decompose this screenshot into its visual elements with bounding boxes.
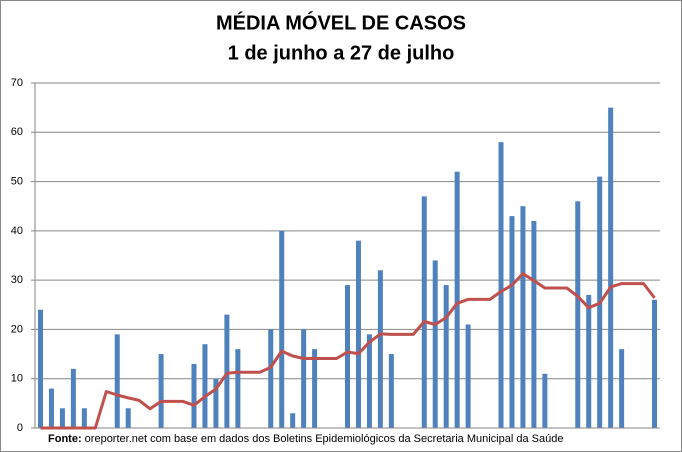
y-tick-label: 50 xyxy=(11,175,23,187)
y-tick-label: 30 xyxy=(11,274,23,286)
bar xyxy=(158,354,164,428)
bar xyxy=(575,201,581,428)
bar xyxy=(70,368,76,428)
y-tick-label: 20 xyxy=(11,323,23,335)
bar xyxy=(191,363,197,428)
bar xyxy=(125,408,131,428)
bar xyxy=(432,260,438,428)
bar xyxy=(279,230,285,428)
source: oreporter.net com base em dados dos Bole… xyxy=(85,433,564,445)
bar xyxy=(421,196,427,428)
bar xyxy=(619,349,625,428)
bar xyxy=(235,349,241,428)
footnote: Fonte: oreporter.net com base em dados d… xyxy=(48,433,563,445)
bar xyxy=(213,378,219,428)
bar xyxy=(355,240,361,428)
bar xyxy=(268,329,274,428)
bar xyxy=(465,324,471,428)
chart-title: MÉDIA MÓVEL DE CASOS xyxy=(216,10,466,34)
line xyxy=(40,272,656,430)
y-tick-label: 40 xyxy=(11,225,23,237)
bar xyxy=(388,354,394,428)
bar xyxy=(443,285,449,428)
y-tick-label: 60 xyxy=(11,126,23,138)
bar xyxy=(290,413,296,428)
bar xyxy=(81,408,87,428)
bar xyxy=(224,314,230,428)
bar xyxy=(114,334,120,428)
bar xyxy=(542,373,548,428)
bar xyxy=(520,206,526,428)
bar xyxy=(301,329,307,428)
bar xyxy=(498,142,504,428)
bar xyxy=(48,388,54,428)
bar xyxy=(377,270,383,428)
bar xyxy=(509,216,515,428)
bar xyxy=(202,344,208,428)
bar xyxy=(652,299,658,428)
bar xyxy=(345,285,350,428)
y-tick-label: 70 xyxy=(11,77,23,89)
bar xyxy=(366,334,372,428)
chart-subtitle: 1 de junho a 27 de julho xyxy=(228,42,455,64)
bar xyxy=(454,171,460,428)
y-tick-label: 0 xyxy=(17,422,23,434)
bar xyxy=(312,349,318,428)
source-label: Fonte: xyxy=(48,433,82,445)
bar xyxy=(37,309,43,428)
y-tick-label: 10 xyxy=(11,373,23,385)
bar xyxy=(59,408,65,428)
bar xyxy=(531,221,537,428)
bar xyxy=(608,107,614,429)
bar xyxy=(586,294,592,428)
